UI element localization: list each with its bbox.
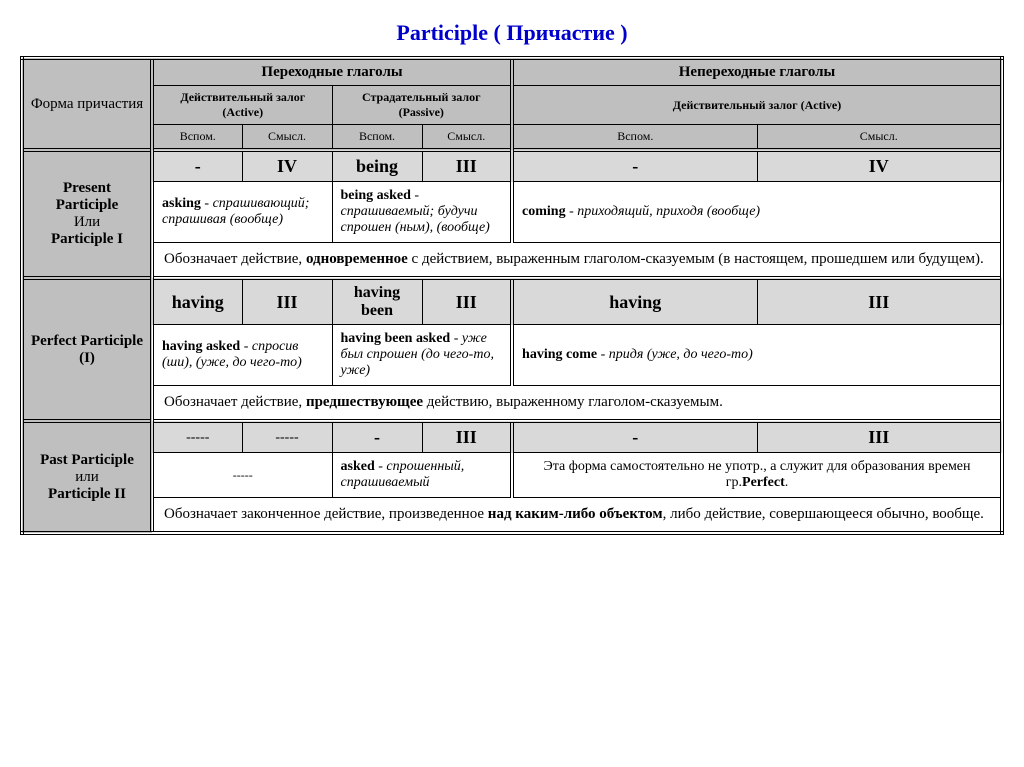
- past-cell: -----: [242, 421, 332, 453]
- header-passive: Страдательный залог (Passive): [332, 86, 512, 125]
- present-ex2: being asked - спрашиваемый; будучи спрош…: [332, 182, 512, 243]
- perfect-cell: III: [242, 278, 332, 325]
- header-transitive: Переходные глаголы: [152, 58, 512, 86]
- page-title: Participle ( Причастие ): [20, 20, 1004, 46]
- present-ex3: coming - приходящий, приходя (вообще): [512, 182, 1002, 243]
- present-ex1: asking - спрашивающий; спрашивая (вообще…: [152, 182, 332, 243]
- past-cell: -: [512, 421, 757, 453]
- perfect-cell: having been: [332, 278, 422, 325]
- header-main: Смысл.: [757, 125, 1002, 151]
- perfect-ex1: having asked - спросив (ши), (уже, до че…: [152, 325, 332, 386]
- header-form: Форма причастия: [22, 58, 152, 150]
- past-ex3: Эта форма самостоятельно не употр., а сл…: [512, 453, 1002, 498]
- header-aux: Вспом.: [512, 125, 757, 151]
- header-main: Смысл.: [242, 125, 332, 151]
- past-cell: -----: [152, 421, 242, 453]
- header-active: Действительный залог (Active): [152, 86, 332, 125]
- present-cell: IV: [757, 150, 1002, 182]
- perfect-cell: having: [512, 278, 757, 325]
- present-cell: being: [332, 150, 422, 182]
- present-cell: IV: [242, 150, 332, 182]
- header-aux: Вспом.: [152, 125, 242, 151]
- past-ex1: -----: [152, 453, 332, 498]
- present-cell: -: [152, 150, 242, 182]
- participle-table: Форма причастия Переходные глаголы Непер…: [20, 56, 1004, 535]
- header-active-intr: Действительный залог (Active): [512, 86, 1002, 125]
- past-cell: III: [422, 421, 512, 453]
- present-cell: III: [422, 150, 512, 182]
- present-note: Обозначает действие, одновременное с дей…: [152, 243, 1002, 279]
- row-perfect-label: Perfect Participle (I): [22, 278, 152, 421]
- present-cell: -: [512, 150, 757, 182]
- perfect-cell: III: [422, 278, 512, 325]
- perfect-ex2: having been asked - уже был спрошен (до …: [332, 325, 512, 386]
- past-note: Обозначает законченное действие, произве…: [152, 498, 1002, 534]
- perfect-cell: III: [757, 278, 1002, 325]
- past-cell: III: [757, 421, 1002, 453]
- perfect-cell: having: [152, 278, 242, 325]
- header-aux: Вспом.: [332, 125, 422, 151]
- header-main: Смысл.: [422, 125, 512, 151]
- perfect-ex3: having come - придя (уже, до чего-то): [512, 325, 1002, 386]
- row-past-label: Past Participle или Participle II: [22, 421, 152, 533]
- perfect-note: Обозначает действие, предшествующее дейс…: [152, 386, 1002, 422]
- header-intransitive: Непереходные глаголы: [512, 58, 1002, 86]
- past-ex2: asked - спрошенный, спрашиваемый: [332, 453, 512, 498]
- row-present-label: Present Participle Или Participle I: [22, 150, 152, 278]
- past-cell: -: [332, 421, 422, 453]
